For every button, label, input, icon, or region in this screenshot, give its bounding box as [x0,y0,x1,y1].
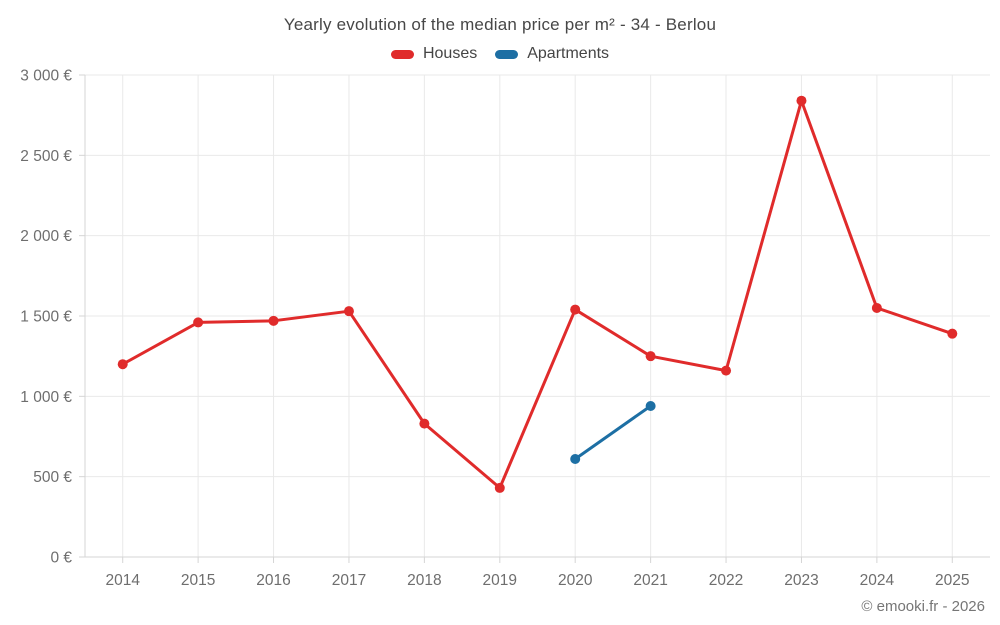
data-point[interactable] [343,306,354,317]
x-axis-tick-label: 2022 [709,572,743,589]
series-line [573,404,653,461]
data-point[interactable] [193,317,204,328]
apartments-legend-label: Apartments [527,45,610,62]
x-axis-tick-label: 2023 [784,572,818,589]
series-houses [117,95,958,493]
x-axis-tick-label: 2019 [483,572,517,589]
data-point[interactable] [419,418,430,429]
copyright-footer: © emooki.fr - 2026 [861,598,985,615]
data-point[interactable] [871,302,882,313]
series-apartments [570,400,656,464]
data-point[interactable] [796,95,807,106]
data-point[interactable] [947,328,958,339]
houses-legend-swatch-icon [390,49,414,59]
legend-item-houses[interactable]: Houses [390,45,478,63]
y-axis-tick-label: 1 000 € [20,389,72,406]
x-axis-tick-label: 2024 [860,572,895,589]
x-axis-tick-label: 2015 [181,572,215,589]
data-point[interactable] [721,365,732,376]
data-point[interactable] [117,359,128,370]
x-axis-tick-label: 2025 [935,572,969,589]
x-axis-tick-label: 2021 [633,572,667,589]
y-axis-tick-label: 2 500 € [20,148,72,165]
legend-item-apartments[interactable]: Apartments [495,45,609,63]
apartments-legend-swatch-icon [495,49,519,59]
y-axis-tick-label: 3 000 € [20,68,72,85]
x-axis-tick-label: 2020 [558,572,593,589]
data-point[interactable] [570,453,581,464]
x-axis-tick-label: 2014 [105,572,140,589]
data-point[interactable] [268,315,279,326]
x-axis-tick-label: 2018 [407,572,441,589]
y-axis-tick-label: 1 500 € [20,309,72,326]
data-point[interactable] [645,400,656,411]
gridlines [79,74,990,563]
data-point[interactable] [570,304,581,315]
houses-legend-label: Houses [422,45,478,62]
data-point[interactable] [645,351,656,362]
y-axis-tick-label: 2 000 € [20,228,72,245]
x-axis-tick-label: 2016 [256,572,290,589]
y-axis-tick-label: 0 € [50,550,72,567]
data-point[interactable] [494,482,505,493]
x-axis-tick-label: 2017 [332,572,366,589]
chart-legend: Houses Apartments [0,45,1000,63]
y-axis-tick-label: 500 € [33,469,72,486]
chart-title: Yearly evolution of the median price per… [283,15,717,34]
series-line [121,99,954,490]
